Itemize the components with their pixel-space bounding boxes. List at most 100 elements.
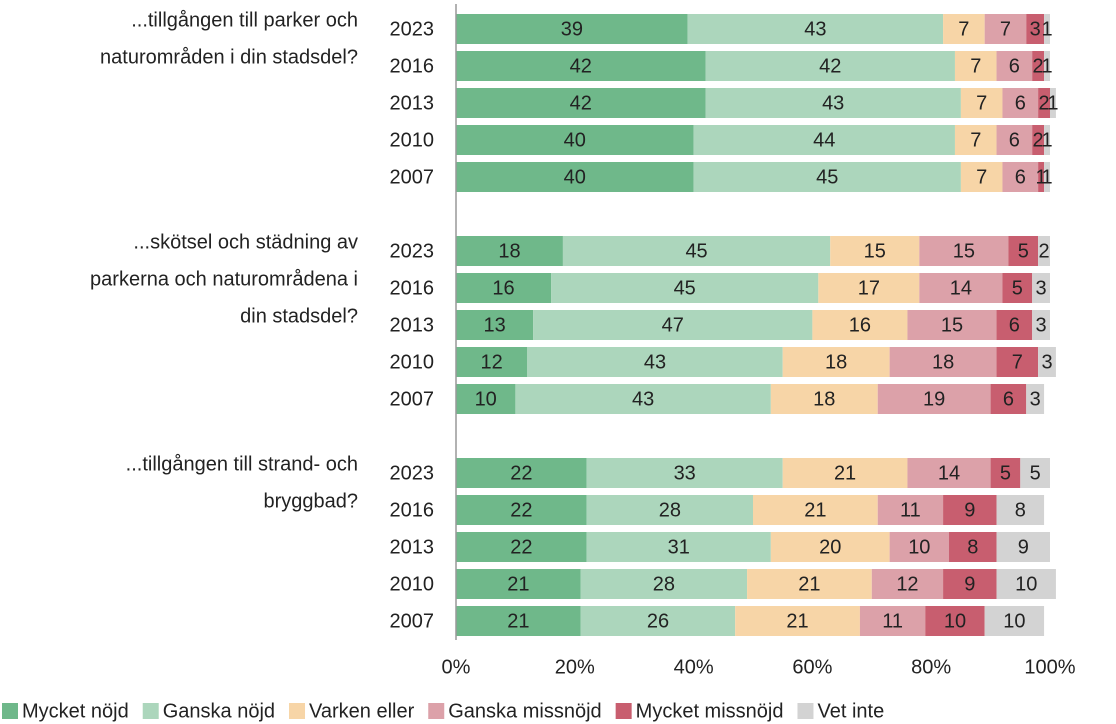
value-label: 5 [1030, 462, 1041, 484]
bar-segment [1038, 236, 1050, 266]
bar-segment [1050, 88, 1056, 118]
value-label: 7 [958, 18, 969, 40]
bar-segment [984, 14, 1027, 44]
bar-segment [830, 236, 920, 266]
value-label: 16 [492, 277, 514, 299]
group-label: din stadsdel? [240, 305, 358, 327]
value-label: 3 [1030, 388, 1041, 410]
bar-segment [925, 606, 985, 636]
bar-segment [693, 162, 961, 192]
value-label: 42 [570, 55, 592, 77]
bar-segment [533, 310, 813, 340]
bar-segment [586, 458, 783, 488]
value-label: 6 [1003, 388, 1014, 410]
value-label: 7 [1000, 18, 1011, 40]
y-tick-label: 2010 [390, 129, 435, 151]
value-label: 43 [804, 18, 826, 40]
y-tick-label: 2013 [390, 536, 435, 558]
bar-segment [693, 125, 955, 155]
y-tick-label: 2016 [390, 277, 435, 299]
bar-segment [687, 14, 944, 44]
value-label: 10 [908, 536, 930, 558]
legend-swatch [289, 703, 306, 719]
value-label: 14 [938, 462, 960, 484]
bar-segment [1008, 236, 1039, 266]
value-label: 9 [964, 573, 975, 595]
bar-segment [456, 236, 563, 266]
value-label: 2 [1033, 55, 1044, 77]
bar-segment [1044, 125, 1050, 155]
bar-segment [580, 606, 736, 636]
bar-segment [1002, 273, 1033, 303]
value-label: 22 [510, 462, 532, 484]
value-label: 2 [1033, 129, 1044, 151]
bar-segment [747, 569, 872, 599]
value-label: 17 [858, 277, 880, 299]
value-label: 26 [647, 610, 669, 632]
value-label: 5 [1000, 462, 1011, 484]
bar-segment [456, 606, 581, 636]
value-label: 20 [819, 536, 841, 558]
y-tick-label: 2007 [390, 166, 435, 188]
bar-segment [456, 384, 516, 414]
x-tick-label: 100% [1024, 656, 1075, 678]
legend-label: Varken eller [309, 700, 415, 722]
bar-segment [949, 532, 997, 562]
bar-segment [871, 569, 944, 599]
bar-segment [456, 458, 587, 488]
value-label: 2 [1038, 240, 1049, 262]
bar-segment [456, 51, 706, 81]
x-tick-label: 20% [555, 656, 595, 678]
bar-segment [456, 273, 552, 303]
bar-segment [1044, 162, 1050, 192]
bar-segment [889, 532, 950, 562]
bar-segment [1038, 347, 1056, 377]
value-label: 12 [481, 351, 503, 373]
value-label: 12 [896, 573, 918, 595]
bar-segment [586, 532, 771, 562]
value-label: 15 [941, 314, 963, 336]
value-label: 43 [644, 351, 666, 373]
value-label: 13 [483, 314, 505, 336]
bar-segment [996, 495, 1045, 525]
bar-segment [1044, 14, 1050, 44]
legend-swatch [2, 703, 18, 719]
bar-segment [943, 14, 985, 44]
value-label: 6 [1015, 92, 1026, 114]
bar-segment [996, 569, 1056, 599]
value-label: 11 [882, 610, 903, 632]
bar-segment [456, 162, 694, 192]
bar-segment [456, 569, 581, 599]
bar-segment [782, 458, 908, 488]
value-label: 3 [1030, 18, 1041, 40]
legend-label: Vet inte [817, 700, 884, 722]
legend-label: Ganska missnöjd [448, 700, 601, 722]
bar-segment [1032, 51, 1045, 81]
y-tick-label: 2007 [390, 610, 435, 632]
value-label: 18 [498, 240, 520, 262]
value-label: 8 [1015, 499, 1026, 521]
value-label: 16 [849, 314, 871, 336]
bar-segment [996, 347, 1039, 377]
value-label: 9 [964, 499, 975, 521]
bar-segment [456, 88, 706, 118]
value-label: 33 [674, 462, 696, 484]
value-label: 21 [804, 499, 826, 521]
bar-segment [1026, 384, 1045, 414]
value-label: 7 [976, 92, 987, 114]
value-label: 1 [1041, 18, 1052, 40]
bar-segment [456, 495, 587, 525]
legend-label: Mycket missnöjd [636, 700, 784, 722]
bar-segment [527, 347, 783, 377]
bar-segment [990, 384, 1027, 414]
bar-segment [515, 384, 771, 414]
bar-segment [984, 606, 1045, 636]
bar-segment [1038, 162, 1045, 192]
bar-segment [960, 162, 1003, 192]
value-label: 45 [816, 166, 838, 188]
value-label: 3 [1036, 314, 1047, 336]
value-label: 22 [510, 536, 532, 558]
bar-segment [954, 125, 997, 155]
bar-segment [960, 88, 1003, 118]
legend-label: Ganska nöjd [163, 700, 275, 722]
